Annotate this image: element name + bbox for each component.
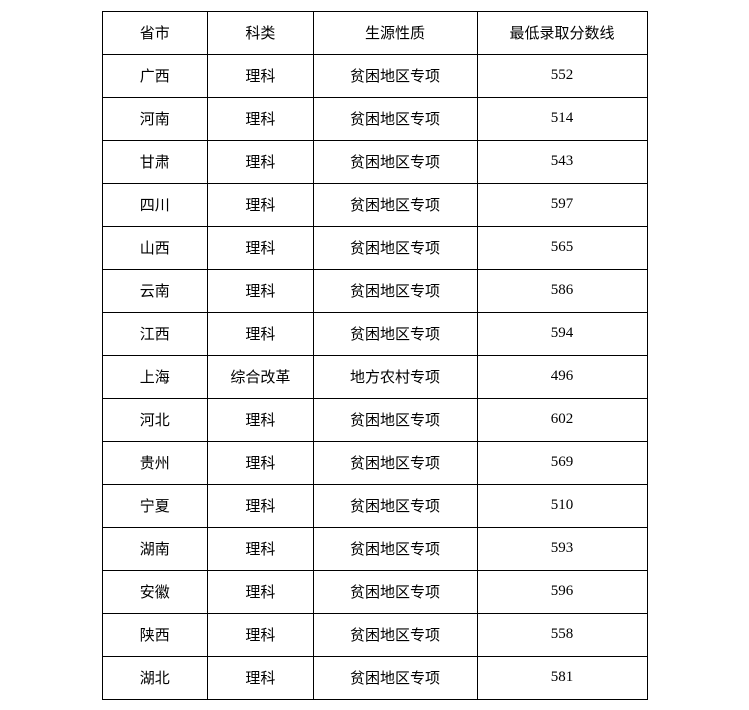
cell-source-type: 贫困地区专项 bbox=[313, 269, 477, 312]
cell-province: 湖北 bbox=[102, 656, 208, 699]
table-row: 宁夏 理科 贫困地区专项 510 bbox=[102, 484, 647, 527]
cell-subject: 理科 bbox=[208, 570, 314, 613]
cell-score: 594 bbox=[477, 312, 647, 355]
table-row: 四川 理科 贫困地区专项 597 bbox=[102, 183, 647, 226]
cell-province: 甘肃 bbox=[102, 140, 208, 183]
header-subject: 科类 bbox=[208, 11, 314, 54]
cell-subject: 理科 bbox=[208, 97, 314, 140]
cell-source-type: 贫困地区专项 bbox=[313, 527, 477, 570]
cell-score: 569 bbox=[477, 441, 647, 484]
cell-source-type: 贫困地区专项 bbox=[313, 570, 477, 613]
cell-source-type: 贫困地区专项 bbox=[313, 484, 477, 527]
cell-score: 514 bbox=[477, 97, 647, 140]
table-body: 广西 理科 贫困地区专项 552 河南 理科 贫困地区专项 514 甘肃 理科 … bbox=[102, 54, 647, 699]
table-row: 江西 理科 贫困地区专项 594 bbox=[102, 312, 647, 355]
table-row: 陕西 理科 贫困地区专项 558 bbox=[102, 613, 647, 656]
cell-source-type: 贫困地区专项 bbox=[313, 140, 477, 183]
table-row: 广西 理科 贫困地区专项 552 bbox=[102, 54, 647, 97]
cell-source-type: 贫困地区专项 bbox=[313, 54, 477, 97]
cell-subject: 理科 bbox=[208, 269, 314, 312]
cell-province: 陕西 bbox=[102, 613, 208, 656]
cell-subject: 理科 bbox=[208, 527, 314, 570]
cell-score: 558 bbox=[477, 613, 647, 656]
cell-subject: 理科 bbox=[208, 312, 314, 355]
table-row: 湖南 理科 贫困地区专项 593 bbox=[102, 527, 647, 570]
cell-score: 510 bbox=[477, 484, 647, 527]
cell-province: 四川 bbox=[102, 183, 208, 226]
cell-subject: 理科 bbox=[208, 613, 314, 656]
cell-province: 河南 bbox=[102, 97, 208, 140]
cell-subject: 理科 bbox=[208, 183, 314, 226]
cell-subject: 综合改革 bbox=[208, 355, 314, 398]
cell-score: 581 bbox=[477, 656, 647, 699]
cell-score: 597 bbox=[477, 183, 647, 226]
cell-source-type: 贫困地区专项 bbox=[313, 441, 477, 484]
cell-source-type: 贫困地区专项 bbox=[313, 183, 477, 226]
cell-subject: 理科 bbox=[208, 140, 314, 183]
table-row: 安徽 理科 贫困地区专项 596 bbox=[102, 570, 647, 613]
table-row: 贵州 理科 贫困地区专项 569 bbox=[102, 441, 647, 484]
cell-subject: 理科 bbox=[208, 441, 314, 484]
cell-province: 贵州 bbox=[102, 441, 208, 484]
cell-subject: 理科 bbox=[208, 398, 314, 441]
table-header-row: 省市 科类 生源性质 最低录取分数线 bbox=[102, 11, 647, 54]
cell-source-type: 地方农村专项 bbox=[313, 355, 477, 398]
cell-province: 湖南 bbox=[102, 527, 208, 570]
admission-score-table: 省市 科类 生源性质 最低录取分数线 广西 理科 贫困地区专项 552 河南 理… bbox=[102, 11, 648, 700]
cell-source-type: 贫困地区专项 bbox=[313, 613, 477, 656]
table-row: 河北 理科 贫困地区专项 602 bbox=[102, 398, 647, 441]
table-row: 云南 理科 贫困地区专项 586 bbox=[102, 269, 647, 312]
cell-subject: 理科 bbox=[208, 226, 314, 269]
cell-province: 广西 bbox=[102, 54, 208, 97]
cell-score: 496 bbox=[477, 355, 647, 398]
cell-score: 586 bbox=[477, 269, 647, 312]
cell-source-type: 贫困地区专项 bbox=[313, 226, 477, 269]
cell-score: 602 bbox=[477, 398, 647, 441]
cell-source-type: 贫困地区专项 bbox=[313, 97, 477, 140]
cell-subject: 理科 bbox=[208, 484, 314, 527]
cell-province: 山西 bbox=[102, 226, 208, 269]
table-row: 河南 理科 贫困地区专项 514 bbox=[102, 97, 647, 140]
cell-score: 596 bbox=[477, 570, 647, 613]
cell-subject: 理科 bbox=[208, 656, 314, 699]
cell-score: 593 bbox=[477, 527, 647, 570]
header-province: 省市 bbox=[102, 11, 208, 54]
table-row: 湖北 理科 贫困地区专项 581 bbox=[102, 656, 647, 699]
table-row: 上海 综合改革 地方农村专项 496 bbox=[102, 355, 647, 398]
header-score: 最低录取分数线 bbox=[477, 11, 647, 54]
table-row: 山西 理科 贫困地区专项 565 bbox=[102, 226, 647, 269]
header-source-type: 生源性质 bbox=[313, 11, 477, 54]
cell-score: 565 bbox=[477, 226, 647, 269]
cell-province: 河北 bbox=[102, 398, 208, 441]
cell-province: 云南 bbox=[102, 269, 208, 312]
cell-province: 宁夏 bbox=[102, 484, 208, 527]
cell-source-type: 贫困地区专项 bbox=[313, 656, 477, 699]
cell-province: 上海 bbox=[102, 355, 208, 398]
cell-source-type: 贫困地区专项 bbox=[313, 312, 477, 355]
cell-source-type: 贫困地区专项 bbox=[313, 398, 477, 441]
cell-score: 552 bbox=[477, 54, 647, 97]
cell-province: 江西 bbox=[102, 312, 208, 355]
cell-province: 安徽 bbox=[102, 570, 208, 613]
cell-score: 543 bbox=[477, 140, 647, 183]
cell-subject: 理科 bbox=[208, 54, 314, 97]
table-row: 甘肃 理科 贫困地区专项 543 bbox=[102, 140, 647, 183]
